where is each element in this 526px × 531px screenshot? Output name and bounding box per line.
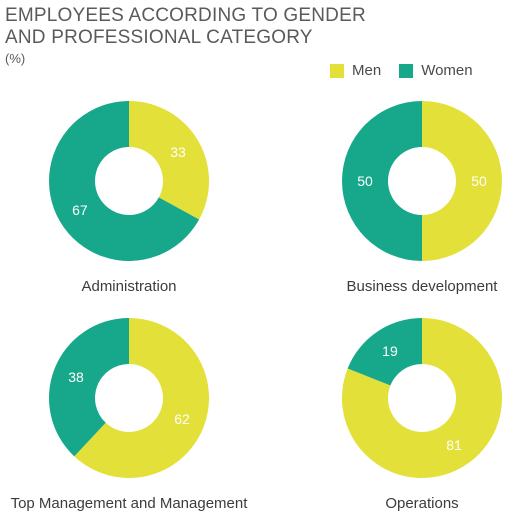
slice-top-management-and-management-men bbox=[74, 318, 209, 478]
legend-swatch-women bbox=[399, 63, 414, 78]
data-label-business-development-men: 50 bbox=[471, 173, 487, 189]
data-label-operations-men: 81 bbox=[446, 437, 462, 453]
legend-swatch-men bbox=[330, 63, 344, 78]
slice-administration-women bbox=[49, 101, 200, 261]
data-label-top-management-and-management-men: 62 bbox=[174, 411, 190, 427]
data-label-administration-men: 33 bbox=[170, 144, 186, 160]
slice-business-development-men bbox=[422, 101, 502, 261]
legend-item-women: Women bbox=[399, 62, 473, 79]
data-label-operations-women: 19 bbox=[382, 343, 398, 359]
slice-top-management-and-management-women bbox=[48, 318, 129, 457]
category-label-administration: Administration bbox=[81, 278, 176, 295]
chart-title: EMPLOYEES ACCORDING TO GENDER AND PROFES… bbox=[5, 5, 366, 48]
legend-item-men: Men bbox=[330, 62, 381, 79]
data-label-business-development-women: 50 bbox=[357, 173, 373, 189]
legend-label-men: Men bbox=[352, 62, 382, 79]
category-label-operations: Operations bbox=[385, 495, 458, 512]
category-label-business-development: Business development bbox=[347, 278, 499, 295]
slice-operations-women bbox=[347, 318, 422, 386]
legend-label-women: Women bbox=[421, 62, 473, 79]
data-label-administration-women: 67 bbox=[72, 202, 88, 218]
legend: Men Women bbox=[330, 62, 491, 79]
chart-subtitle: (%) bbox=[5, 51, 26, 66]
category-label-top-management-and-management: Top Management and Management bbox=[11, 495, 249, 512]
data-label-top-management-and-management-women: 38 bbox=[68, 369, 84, 385]
slice-business-development-women bbox=[342, 101, 422, 261]
slice-operations-men bbox=[342, 318, 503, 478]
chart-title-block: EMPLOYEES ACCORDING TO GENDER AND PROFES… bbox=[5, 5, 366, 66]
slice-administration-men bbox=[129, 101, 210, 220]
